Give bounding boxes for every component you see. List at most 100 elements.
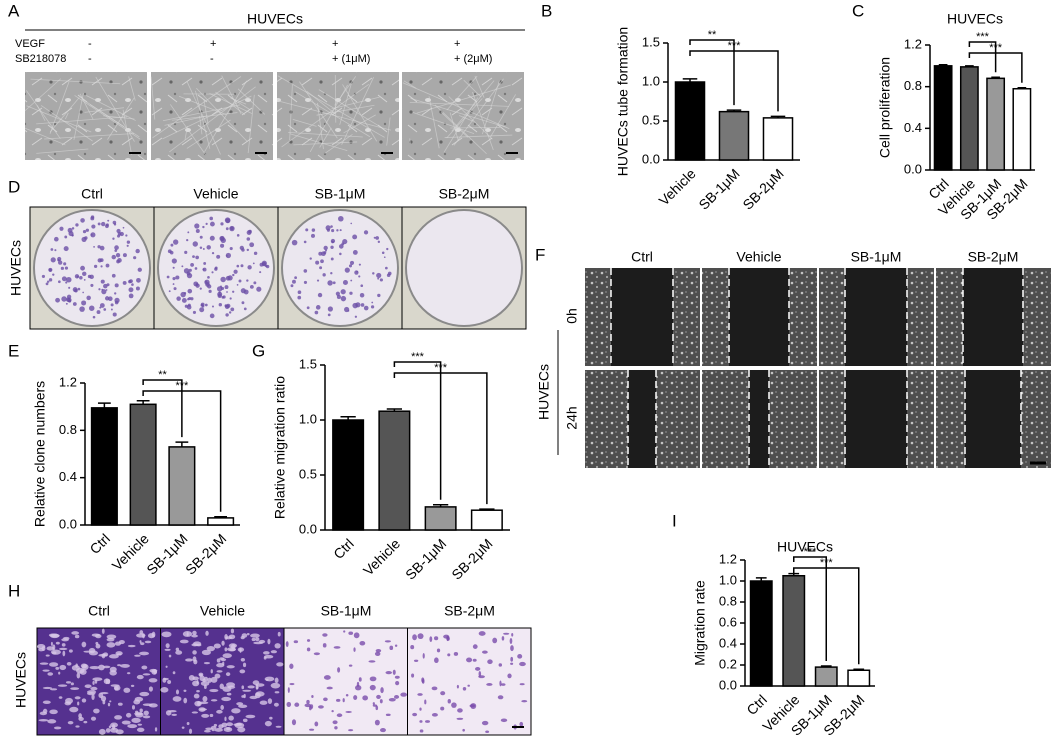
colony: [74, 274, 80, 279]
colony: [202, 225, 205, 229]
colony: [93, 264, 98, 269]
y-axis-label: Migration rate: [692, 580, 708, 666]
cell: [395, 680, 400, 686]
tube: [204, 80, 248, 153]
cell: [76, 672, 81, 679]
cell: [175, 647, 180, 652]
cell: [203, 661, 211, 665]
colony: [330, 257, 334, 261]
cell: [224, 633, 228, 640]
column-label: SB-1μM: [315, 186, 366, 202]
treatment: -: [210, 53, 214, 65]
colony: [246, 248, 250, 252]
colony: [136, 277, 141, 283]
colony: [67, 227, 73, 233]
column-label: Ctrl: [88, 603, 110, 619]
cell: [291, 719, 297, 726]
colony: [354, 270, 359, 275]
cell: [285, 641, 289, 648]
cell: [110, 684, 120, 687]
cell: [105, 728, 111, 733]
colony: [291, 239, 298, 246]
cell: [131, 705, 135, 710]
colony: [83, 279, 86, 281]
colony: [133, 256, 137, 260]
bar: [90, 407, 118, 526]
colony: [63, 262, 67, 266]
cell: [191, 643, 199, 647]
dish: [281, 209, 399, 327]
cell: [61, 638, 69, 642]
colony: [112, 237, 115, 240]
cell: [481, 720, 489, 726]
scratch-gap: [628, 370, 656, 468]
cell: [142, 633, 145, 639]
cell: [202, 678, 206, 683]
cell: [134, 696, 144, 702]
cell: [200, 681, 210, 686]
bar: [674, 81, 706, 161]
colony: [126, 240, 131, 244]
colony: [383, 256, 386, 258]
transwell-image: [407, 627, 532, 736]
colony: [131, 283, 134, 286]
cell: [214, 673, 221, 679]
colony: [82, 271, 87, 277]
colony: [290, 284, 294, 288]
colony: [96, 310, 101, 315]
cell: [209, 713, 214, 717]
cell: [220, 705, 224, 711]
colony: [111, 273, 116, 278]
cell: [492, 637, 498, 644]
colony: [81, 300, 87, 306]
colony: [103, 283, 108, 289]
cell: [510, 656, 514, 662]
cell: [61, 643, 66, 647]
cell: [270, 650, 277, 654]
colony: [184, 250, 188, 254]
colony: [61, 296, 67, 302]
cell: [109, 700, 112, 703]
x-tick-label: Vehicle: [360, 535, 403, 578]
tube: [412, 112, 475, 135]
column-label: Vehicle: [736, 249, 781, 265]
cell: [356, 681, 360, 687]
colony: [112, 312, 117, 317]
cell: [313, 652, 320, 656]
colony: [303, 269, 308, 273]
cell: [509, 638, 513, 644]
tube: [40, 105, 93, 142]
tube: [73, 92, 84, 140]
colony: [259, 271, 262, 274]
cell: [421, 677, 425, 683]
cell: [137, 723, 143, 726]
colony: [61, 276, 67, 282]
colony: [97, 245, 101, 249]
y-tick-label: 0.6: [719, 614, 737, 629]
y-tick-label: 0.8: [719, 593, 737, 608]
cell: [429, 636, 433, 643]
cell: [255, 683, 265, 687]
cell: [332, 720, 338, 725]
colony: [216, 254, 221, 259]
colony: [386, 273, 391, 278]
colony: [252, 262, 255, 265]
cell: [139, 691, 150, 697]
colony: [104, 296, 110, 301]
cell: [385, 713, 391, 716]
cell: [294, 702, 300, 707]
colony: [336, 294, 341, 300]
cell: [202, 695, 208, 702]
error-bar: [820, 665, 832, 668]
bar: [986, 77, 1006, 171]
colony: [172, 266, 175, 269]
cell: [511, 633, 514, 637]
colony: [363, 305, 369, 311]
row-label: 24h: [564, 406, 580, 429]
cell: [45, 654, 50, 657]
cell: [322, 643, 327, 648]
cell: [172, 696, 182, 702]
cell: [167, 679, 172, 685]
cell: [419, 720, 423, 723]
